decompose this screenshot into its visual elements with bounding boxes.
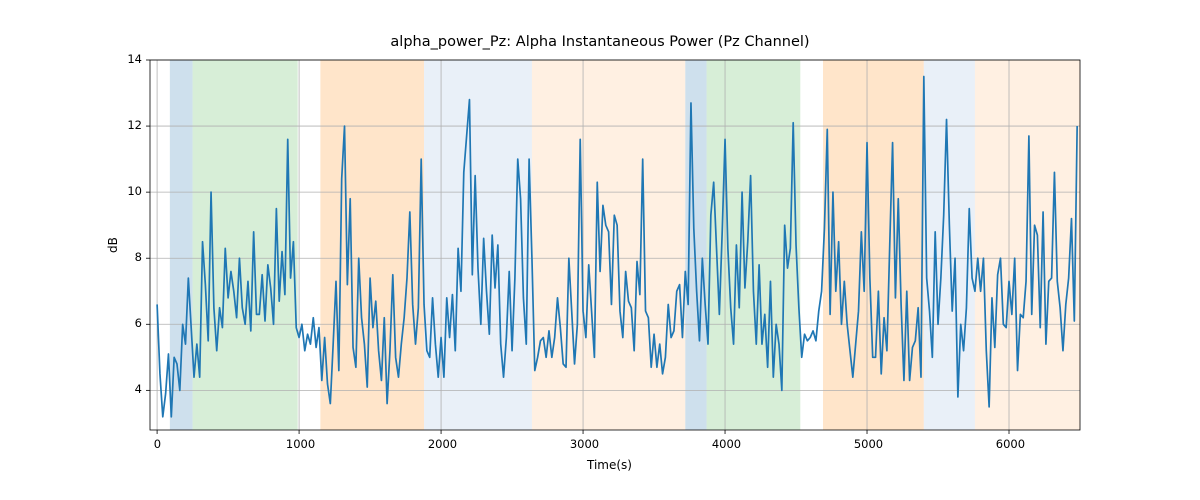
- x-tick-label: 6000: [996, 437, 1025, 451]
- plot-svg: [0, 0, 1200, 500]
- chart-title: alpha_power_Pz: Alpha Instantaneous Powe…: [0, 34, 1200, 50]
- x-tick-label: 2000: [428, 437, 457, 451]
- x-tick-label: 0: [154, 437, 161, 451]
- y-tick-label: 6: [112, 316, 142, 330]
- y-tick-label: 14: [112, 52, 142, 66]
- x-tick-label: 1000: [286, 437, 315, 451]
- x-tick-label: 5000: [854, 437, 883, 451]
- x-axis-label: Time(s): [587, 458, 632, 472]
- y-tick-label: 4: [112, 382, 142, 396]
- y-tick-label: 10: [112, 184, 142, 198]
- x-tick-label: 3000: [570, 437, 599, 451]
- y-tick-label: 8: [112, 250, 142, 264]
- x-tick-label: 4000: [712, 437, 741, 451]
- y-tick-label: 12: [112, 118, 142, 132]
- figure: alpha_power_Pz: Alpha Instantaneous Powe…: [0, 0, 1200, 500]
